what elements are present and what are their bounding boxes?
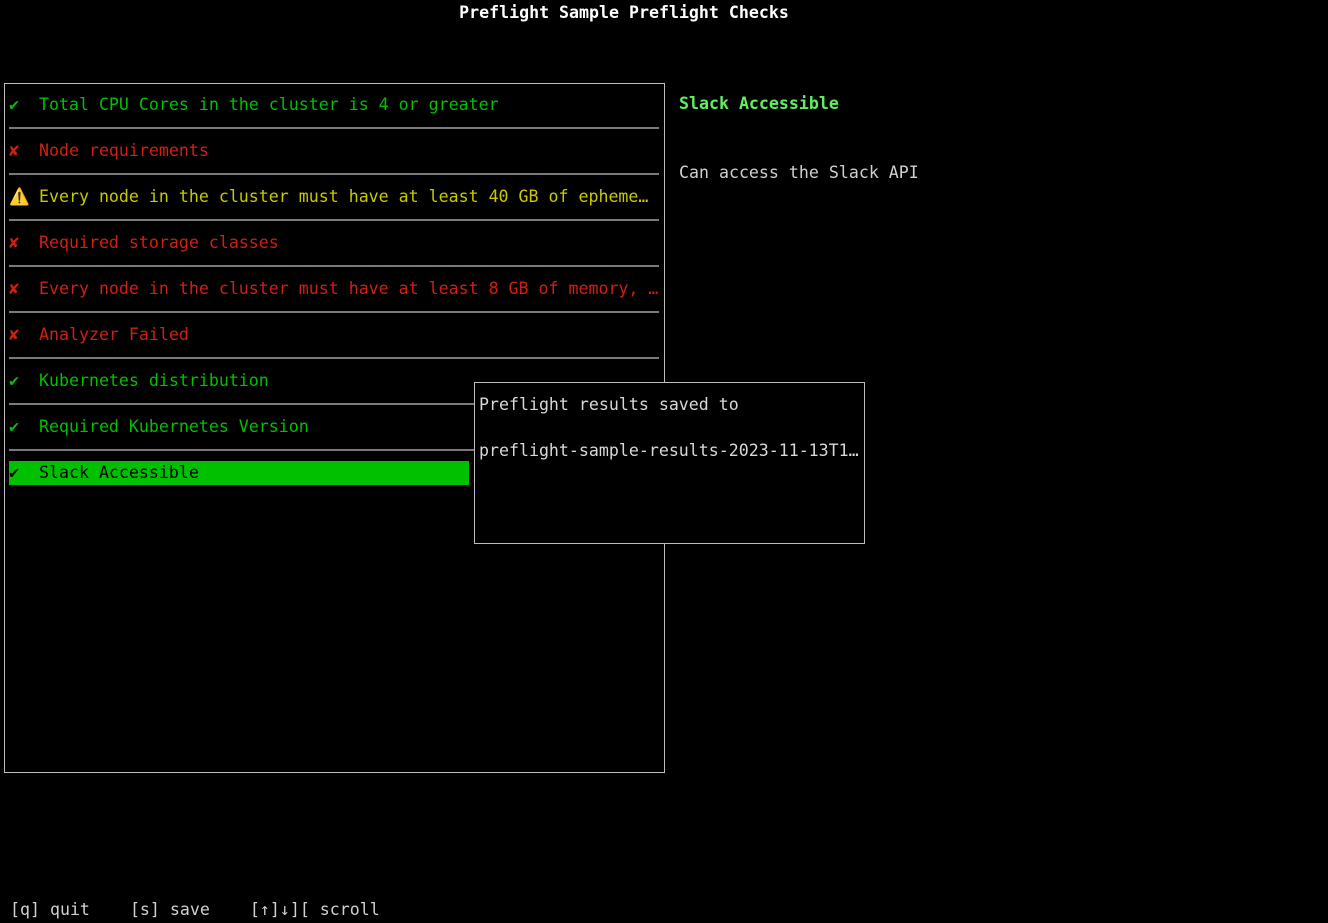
- detail-message: Can access the Slack API: [679, 163, 919, 182]
- check-row[interactable]: ✘ Required storage classes: [9, 231, 659, 255]
- checks-list[interactable]: ✔ Total CPU Cores in the cluster is 4 or …: [4, 83, 665, 773]
- check-label: Total CPU Cores in the cluster is 4 or g…: [39, 95, 499, 114]
- warning-icon: ⚠️: [9, 187, 30, 206]
- divider: [9, 311, 659, 313]
- cross-icon: ✘: [9, 233, 19, 252]
- check-row[interactable]: ✔ Required Kubernetes Version: [9, 415, 659, 439]
- check-row[interactable]: ⚠️ Every node in the cluster must have at…: [9, 185, 659, 209]
- quit-hint[interactable]: [q] quit: [10, 900, 90, 919]
- check-label: Slack Accessible: [39, 463, 199, 482]
- key-hints: [q] quit [s] save [↑]↓][ scroll: [10, 898, 420, 922]
- popup-message: Preflight results saved to: [479, 395, 739, 414]
- check-row[interactable]: ✘ Every node in the cluster must have at …: [9, 277, 659, 301]
- popup-filename: preflight-sample-results-2023-11-13T1…: [479, 441, 859, 460]
- check-icon: ✔: [9, 417, 19, 436]
- check-icon: ✔: [9, 371, 19, 390]
- divider: [9, 265, 659, 267]
- check-label: Node requirements: [39, 141, 209, 160]
- save-results-dialog: Preflight results saved to preflight-sam…: [474, 382, 865, 544]
- check-label: Kubernetes distribution: [39, 371, 269, 390]
- detail-title: Slack Accessible: [679, 94, 839, 113]
- divider: [9, 127, 659, 129]
- check-label: Analyzer Failed: [39, 325, 189, 344]
- check-label: Every node in the cluster must have at l…: [39, 187, 649, 206]
- cross-icon: ✘: [9, 141, 19, 160]
- divider: [9, 449, 659, 451]
- scroll-hint[interactable]: [↑]↓][ scroll: [249, 900, 380, 919]
- check-row-selected[interactable]: ✔ Slack Accessible: [9, 461, 469, 485]
- check-row[interactable]: ✘ Analyzer Failed: [9, 323, 659, 347]
- divider: [9, 403, 659, 405]
- page-title: Preflight Sample Preflight Checks: [459, 3, 789, 22]
- check-label: Required storage classes: [39, 233, 279, 252]
- divider: [9, 357, 659, 359]
- check-icon: ✔: [9, 95, 19, 114]
- divider: [9, 173, 659, 175]
- check-row[interactable]: ✘ Node requirements: [9, 139, 659, 163]
- check-row[interactable]: ✔ Total CPU Cores in the cluster is 4 or …: [9, 93, 659, 117]
- cross-icon: ✘: [9, 279, 19, 298]
- check-label: Every node in the cluster must have at l…: [39, 279, 659, 298]
- divider: [9, 219, 659, 221]
- check-icon: ✔: [9, 463, 19, 482]
- cross-icon: ✘: [9, 325, 19, 344]
- check-row[interactable]: ✔ Kubernetes distribution: [9, 369, 659, 393]
- check-label: Required Kubernetes Version: [39, 417, 309, 436]
- save-hint[interactable]: [s] save: [129, 900, 210, 919]
